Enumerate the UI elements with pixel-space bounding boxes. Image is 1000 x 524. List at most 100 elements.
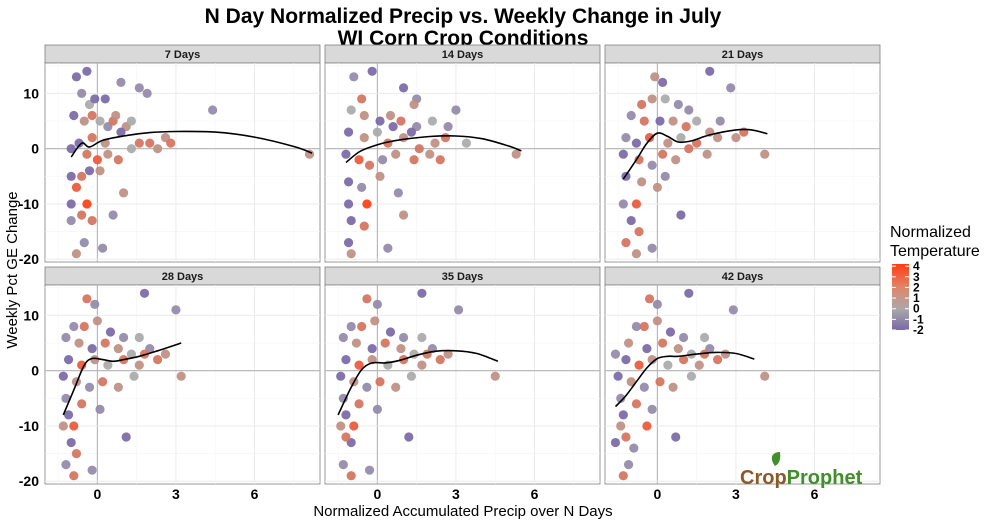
scatter-point: [79, 321, 89, 332]
scatter-point: [354, 360, 364, 370]
scatter-point: [66, 437, 76, 448]
panel-background: [324, 284, 601, 485]
scatter-point: [720, 349, 731, 359]
scatter-point: [87, 133, 97, 143]
scatter-point: [647, 243, 657, 253]
scatter-point: [678, 355, 689, 365]
scatter-point: [66, 171, 76, 181]
smooth-fit-line: [337, 349, 499, 416]
y-tick-label: -20: [19, 473, 39, 489]
scatter-point: [84, 166, 95, 176]
x-axis-title: Normalized Accumulated Precip over N Day…: [313, 503, 612, 520]
scatter-point: [58, 371, 68, 381]
scatter-point: [351, 338, 362, 348]
scatter-point: [341, 410, 351, 420]
scatter-point: [639, 382, 649, 392]
scatter-point: [409, 155, 419, 165]
scatter-point: [623, 338, 634, 348]
scatter-point: [406, 371, 417, 381]
x-tick-label: 0: [653, 486, 661, 502]
scatter-point: [427, 116, 437, 126]
scatter-point: [629, 443, 639, 453]
scatter-point: [705, 66, 715, 76]
scatter-point: [61, 393, 71, 403]
scatter-point: [655, 377, 665, 387]
panel-background: [604, 62, 881, 263]
scatter-point: [362, 382, 372, 392]
scatter-point: [364, 465, 375, 475]
scatter-point: [684, 105, 694, 115]
scatter-point: [634, 360, 644, 370]
legend-color-bar: [892, 264, 909, 330]
scatter-point: [343, 238, 354, 248]
scatter-point: [404, 432, 414, 442]
scatter-point: [74, 338, 84, 348]
scatter-point: [616, 421, 626, 431]
scatter-point: [71, 72, 82, 82]
smooth-fit-line: [62, 342, 182, 416]
scatter-point: [359, 133, 369, 143]
scatter-point: [417, 288, 427, 298]
scatter-point: [713, 355, 723, 365]
scatter-point: [121, 432, 131, 442]
x-tick-label: 0: [373, 486, 381, 502]
scatter-point: [731, 133, 741, 143]
facet-panel-7-days: 7 Days -20 -10 0 10: [19, 44, 321, 267]
scatter-point: [616, 393, 626, 403]
scatter-point: [139, 288, 150, 298]
y-tick-label: -10: [19, 418, 39, 434]
scatter-point: [343, 127, 354, 137]
scatter-point: [406, 127, 417, 137]
facet-panel-14-days: 14 Days: [324, 44, 601, 263]
scatter-point: [92, 155, 102, 165]
scatter-point: [118, 188, 129, 198]
scatter-point: [621, 133, 631, 143]
scatter-point: [341, 432, 351, 442]
scatter-point: [658, 338, 668, 348]
smooth-fit-line: [614, 351, 755, 408]
scatter-point: [652, 316, 662, 326]
scatter-point: [671, 155, 681, 165]
facet-strip-label: 7 Days: [165, 49, 200, 61]
scatter-point: [453, 305, 464, 315]
legend-tick-label: 0: [913, 302, 920, 316]
scatter-point: [77, 88, 87, 99]
scatter-point: [74, 138, 84, 148]
facet-panel-42-days: 42 Days 0 3 6: [604, 266, 881, 502]
scatter-point: [87, 465, 97, 475]
facet-panel-21-days: 21 Days: [604, 44, 881, 263]
panel-background: [604, 284, 881, 485]
scatter-point: [637, 99, 647, 110]
facet-panel-28-days: 28 Days -20 -10 0 10 0 3 6: [19, 266, 321, 502]
scatter-point: [634, 226, 644, 237]
scatter-point: [129, 371, 139, 381]
scatter-point: [618, 471, 628, 481]
scatter-point: [621, 238, 631, 248]
y-tick-label: 10: [23, 85, 39, 101]
scatter-point: [90, 94, 100, 104]
scatter-point: [105, 327, 116, 337]
scatter-point: [87, 343, 97, 354]
scatter-point: [665, 327, 676, 337]
scatter-point: [660, 94, 670, 104]
scatter-point: [113, 155, 123, 165]
scatter-point: [362, 199, 372, 209]
scatter-point: [684, 144, 694, 154]
scatter-point: [613, 371, 623, 381]
scatter-point: [647, 94, 657, 104]
scatter-point: [621, 432, 631, 442]
scatter-point: [66, 215, 76, 226]
x-tick-label: 6: [811, 486, 819, 502]
scatter-point: [398, 133, 409, 143]
scatter-point: [713, 133, 723, 143]
legend-tick-label: 2: [913, 280, 920, 294]
scatter-point: [134, 332, 144, 343]
scatter-point: [626, 110, 636, 121]
facet-panels: 7 Days -20 -10 0 10 14 Days 21 Days 28 Days -20 -…: [19, 44, 881, 502]
scatter-point: [694, 360, 704, 370]
y-tick-label: -10: [19, 196, 39, 212]
facet-strip-label: 14 Days: [442, 49, 484, 61]
scatter-point: [631, 249, 642, 259]
scatter-point: [372, 404, 382, 414]
